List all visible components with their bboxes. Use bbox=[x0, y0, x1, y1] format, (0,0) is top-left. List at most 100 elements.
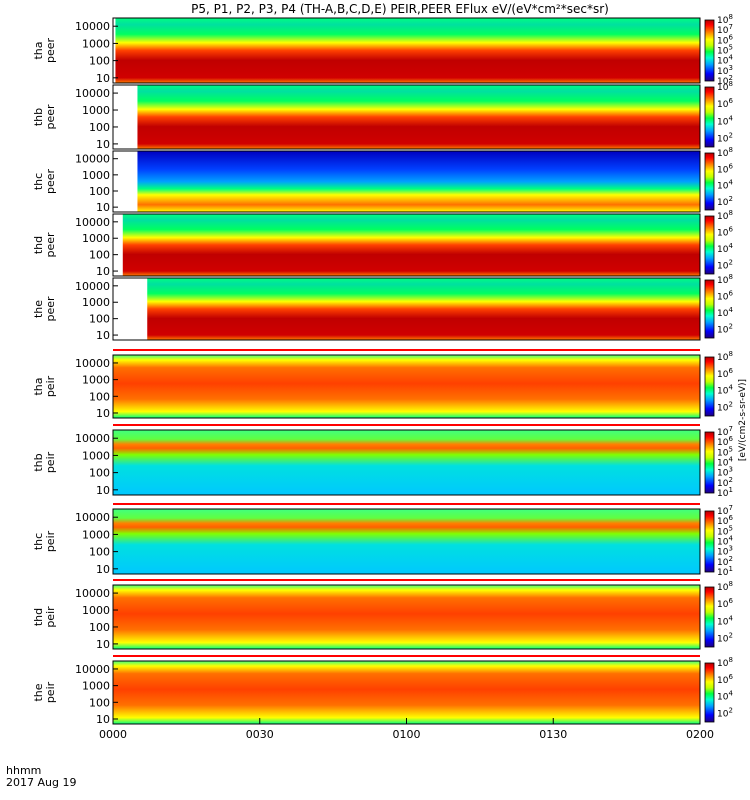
panel-product-label: peir bbox=[44, 375, 57, 397]
y-tick-label: 100 bbox=[89, 121, 110, 134]
colorbar-tick-label: 105 bbox=[717, 524, 733, 537]
y-tick-label: 100 bbox=[89, 696, 110, 709]
panel-tha-peer: 10000 1000 100 10 tha peer 1081071061051041031… bbox=[32, 13, 733, 87]
panel-product-label: peir bbox=[44, 681, 57, 703]
y-tick-label: 10 bbox=[96, 138, 110, 151]
colorbar-tick-label: 108 bbox=[717, 273, 733, 286]
colorbar-tick-label: 102 bbox=[717, 707, 733, 720]
colorbar-tick-label: 105 bbox=[717, 445, 733, 458]
colorbar-tick-label: 106 bbox=[717, 597, 733, 610]
colorbar-tick-label: 104 bbox=[717, 242, 733, 255]
colorbar-tick-label: 106 bbox=[717, 435, 733, 448]
colorbar-tick-label: 104 bbox=[717, 179, 733, 192]
colorbar-tick-label: 102 bbox=[717, 131, 733, 144]
colorbar-tick-label: 106 bbox=[717, 97, 733, 110]
colorbar-tick-label: 106 bbox=[717, 162, 733, 175]
colorbar bbox=[704, 215, 715, 275]
y-tick-label: 10000 bbox=[75, 357, 110, 370]
colorbar-tick-label: 104 bbox=[717, 54, 733, 67]
y-tick-label: 10 bbox=[96, 201, 110, 214]
colorbar-tick-label: 106 bbox=[717, 226, 733, 239]
spectrogram-image bbox=[137, 85, 701, 149]
y-tick-label: 100 bbox=[89, 546, 110, 559]
panel-probe-label: thd bbox=[32, 236, 45, 254]
y-tick-label: 1000 bbox=[82, 528, 110, 541]
panel-the-peer: 10000 1000 100 10 the peer 108 106 104 102 bbox=[32, 273, 733, 342]
y-tick-label: 1000 bbox=[82, 680, 110, 693]
colorbar-tick-label: 108 bbox=[717, 350, 733, 363]
time-axis: 0000 0030 0100 0130 0200 bbox=[99, 718, 714, 741]
colorbar bbox=[704, 19, 715, 82]
y-tick-label: 10000 bbox=[75, 20, 110, 33]
spectrogram-image bbox=[113, 509, 700, 574]
colorbar-tick-label: 102 bbox=[717, 74, 733, 87]
colorbar-tick-label: 104 bbox=[717, 456, 733, 469]
spectrogram-image bbox=[147, 278, 700, 340]
panel-product-label: peir bbox=[44, 606, 57, 628]
panel-probe-label: thb bbox=[32, 108, 45, 126]
panel-frame bbox=[112, 150, 701, 213]
panel-product-label: peer bbox=[44, 232, 57, 258]
panel-frame bbox=[112, 17, 701, 84]
y-tick-label: 1000 bbox=[82, 449, 110, 462]
colorbar-tick-label: 106 bbox=[717, 33, 733, 46]
colorbar-unit-label: [eV/(cm2-s-sr-eV)] bbox=[738, 379, 748, 461]
spectrogram-image bbox=[113, 661, 700, 724]
separator-band bbox=[113, 655, 700, 657]
x-tick-label: 0000 bbox=[99, 728, 127, 741]
panel-probe-label: thc bbox=[32, 173, 45, 190]
colorbar-tick-label: 102 bbox=[717, 555, 733, 568]
y-tick-label: 10000 bbox=[75, 587, 110, 600]
y-tick-label: 10000 bbox=[75, 663, 110, 676]
colorbar-tick-label: 105 bbox=[717, 44, 733, 57]
panel-thc-peer: 10000 1000 100 10 thc peer 108 106 104 102 bbox=[32, 146, 733, 214]
y-tick-label: 10 bbox=[96, 329, 110, 342]
y-tick-label: 1000 bbox=[82, 104, 110, 117]
y-tick-label: 10 bbox=[96, 638, 110, 651]
panel-thd-peer: 10000 1000 100 10 thd peer 108 106 104 102 bbox=[32, 209, 733, 278]
spectrogram-image bbox=[113, 355, 700, 418]
colorbar-tick-label: 101 bbox=[717, 486, 733, 499]
colorbar-tick-label: 106 bbox=[717, 514, 733, 527]
panel-frame bbox=[112, 429, 701, 496]
colorbar-tick-label: 108 bbox=[717, 580, 733, 593]
y-tick-label: 1000 bbox=[82, 374, 110, 387]
y-tick-label: 1000 bbox=[82, 604, 110, 617]
panel-frame bbox=[112, 277, 701, 341]
panel-frame bbox=[112, 584, 701, 650]
y-tick-label: 100 bbox=[89, 185, 110, 198]
panel-probe-label: tha bbox=[32, 41, 45, 59]
colorbar-tick-label: 103 bbox=[717, 64, 733, 77]
panel-frame bbox=[112, 213, 701, 277]
y-tick-label: 100 bbox=[89, 249, 110, 262]
colorbar-tick-label: 106 bbox=[717, 290, 733, 303]
spectrogram-image bbox=[115, 18, 701, 83]
separator-band bbox=[113, 349, 700, 351]
y-tick-label: 1000 bbox=[82, 169, 110, 182]
colorbar bbox=[704, 510, 715, 573]
time-axis-label-date: 2017 Aug 19 bbox=[6, 776, 76, 789]
panel-thd-peir: 10000 1000 100 10 thd peir 108 106 104 102 bbox=[32, 579, 733, 651]
panel-thb-peir: 10000 1000 100 10 thb peir 1071061051041031021… bbox=[32, 424, 733, 499]
spectrogram-image bbox=[113, 585, 700, 649]
y-tick-label: 10000 bbox=[75, 432, 110, 445]
colorbar-tick-label: 102 bbox=[717, 195, 733, 208]
y-tick-label: 10 bbox=[96, 72, 110, 85]
panel-thb-peer: 10000 1000 100 10 thb peer 108 106 104 102 bbox=[32, 80, 733, 151]
panel-product-label: peer bbox=[44, 169, 57, 195]
colorbar-tick-label: 106 bbox=[717, 673, 733, 686]
panel-probe-label: thc bbox=[32, 533, 45, 550]
panel-probe-label: the bbox=[32, 300, 45, 318]
colorbar-tick-label: 107 bbox=[717, 504, 733, 517]
separator-band bbox=[113, 503, 700, 505]
y-tick-label: 10000 bbox=[75, 216, 110, 229]
y-tick-label: 10 bbox=[96, 265, 110, 278]
y-tick-label: 1000 bbox=[82, 296, 110, 309]
colorbar-tick-label: 108 bbox=[717, 656, 733, 669]
colorbar-tick-label: 106 bbox=[717, 367, 733, 380]
colorbar-tick-label: 104 bbox=[717, 306, 733, 319]
colorbar-tick-label: 104 bbox=[717, 690, 733, 703]
colorbar-tick-label: 102 bbox=[717, 323, 733, 336]
